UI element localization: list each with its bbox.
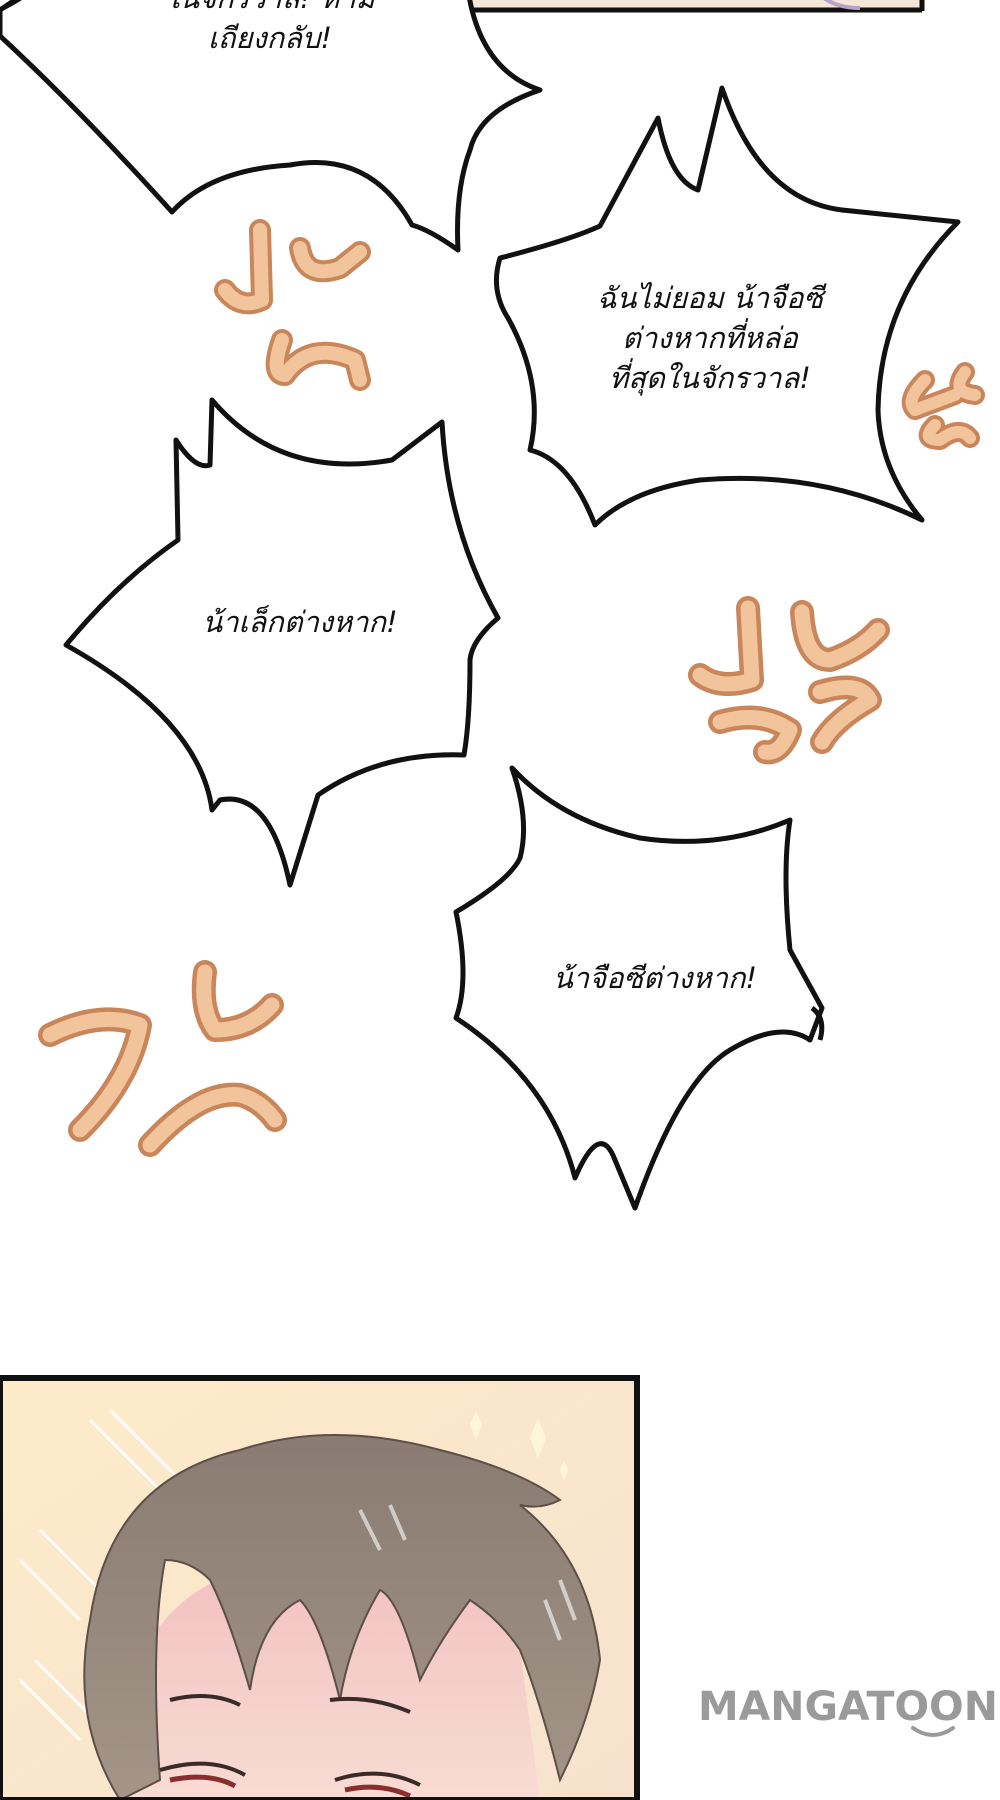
- anger-vein-icon: [688, 596, 890, 765]
- bubble-top-text: ในจักรวาล! ห้าม เถียงกลับ!: [120, 0, 420, 58]
- bubble-right-text: ฉันไม่ยอม น้าจือซี ต่างหากที่หล่อ ที่สุด…: [560, 278, 860, 398]
- bubble-bottom-line-1: น้าจือซีต่างหาก!: [552, 961, 758, 995]
- speech-bubble-left: [63, 397, 501, 888]
- mangatoon-watermark: MANGATOON: [698, 1684, 998, 1737]
- speech-bubble-top: [0, 0, 543, 253]
- speech-bubble-right: [493, 85, 961, 528]
- anger-vein-icon: [901, 362, 985, 450]
- top-panel-edge: [470, 0, 925, 13]
- bubble-top-line-2: เถียงกลับ!: [208, 21, 332, 56]
- character-panel: [0, 1375, 640, 1800]
- watermark-text: MANGATOON: [698, 1684, 998, 1730]
- bubble-left-line-1: น้าเล็กต่างหาก!: [202, 605, 398, 639]
- bubble-left-text: น้าเล็กต่างหาก!: [150, 602, 450, 642]
- bubble-right-line-1: ฉันไม่ยอม น้าจือซี: [596, 281, 824, 315]
- speech-bubble-bottom: [453, 765, 825, 1211]
- anger-vein-icon: [38, 960, 287, 1157]
- smile-curve-icon: [911, 1726, 955, 1737]
- bubble-bottom-text: น้าจือซีต่างหาก!: [510, 958, 800, 998]
- anger-vein-icon: [214, 219, 371, 391]
- bubble-right-line-2: ต่างหากที่หล่อ: [622, 321, 798, 356]
- bubble-top-line-1: ในจักรวาล! ห้าม: [120, 0, 420, 18]
- bubble-right-line-3: ที่สุดในจักรวาล!: [609, 361, 811, 396]
